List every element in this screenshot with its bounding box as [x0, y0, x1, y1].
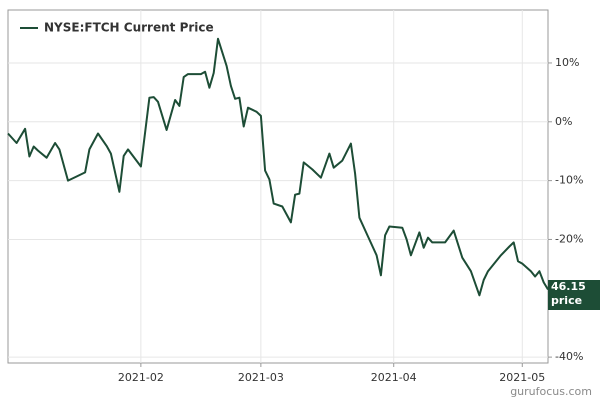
y-tick-label: -40%	[555, 350, 583, 363]
y-tick-label: 10%	[555, 56, 579, 69]
legend-label: NYSE:FTCH Current Price	[44, 21, 214, 35]
plot-frame	[7, 9, 549, 364]
x-tick-label: 2021-03	[238, 371, 284, 384]
price-badge	[548, 280, 600, 310]
price-value: 46.15	[551, 280, 586, 293]
x-tick-label: 2021-04	[371, 371, 417, 384]
x-tick-label: 2021-05	[499, 371, 545, 384]
y-tick-label: -20%	[555, 232, 583, 245]
y-tick-label: 0%	[555, 115, 572, 128]
lines	[7, 37, 549, 297]
watermark: gurufocus.com	[510, 385, 592, 398]
x-tick-label: 2021-02	[118, 371, 164, 384]
price-label: price	[551, 294, 582, 307]
y-tick-label: -10%	[555, 174, 583, 187]
grid	[8, 10, 548, 363]
price-line	[7, 37, 549, 297]
